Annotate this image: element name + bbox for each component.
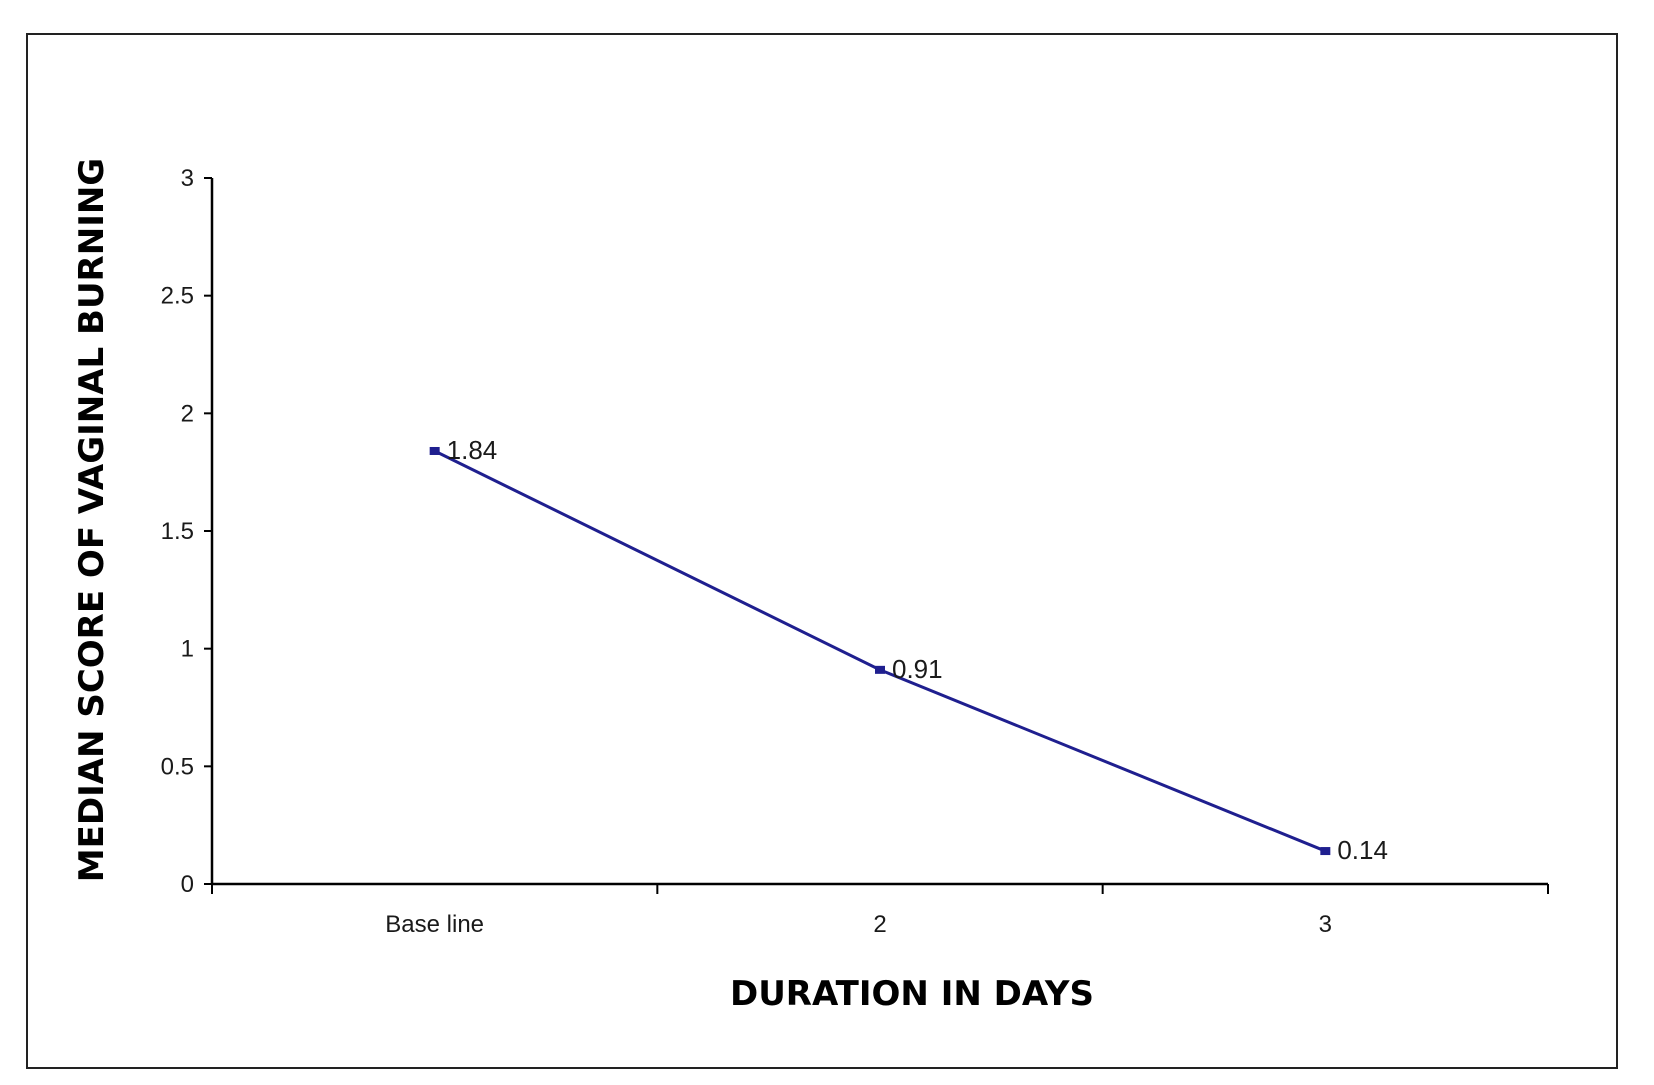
data-point — [875, 665, 885, 674]
chart-frame — [26, 33, 1618, 1069]
x-tick-label: 3 — [1319, 911, 1332, 938]
data-label: 1.84 — [447, 435, 498, 465]
x-tick-label: Base line — [385, 911, 484, 938]
data-point — [1320, 847, 1331, 856]
y-tick-label: 3 — [181, 165, 194, 192]
data-label: 0.14 — [1337, 835, 1388, 865]
data-label: 0.91 — [892, 654, 943, 684]
y-axis-ticks: 0 0.5 1 1.5 2 2.5 3 — [161, 165, 212, 898]
y-tick-label: 2 — [181, 400, 194, 427]
x-axis-ticks: Base line 2 3 — [211, 884, 1549, 938]
x-tick-label: 2 — [873, 911, 886, 938]
y-tick-label: 2.5 — [161, 283, 194, 310]
series-group: 1.84 0.91 0.14 — [429, 435, 1388, 865]
x-axis-title: DURATION IN DAYS — [730, 974, 1094, 1014]
data-point — [429, 446, 440, 455]
y-tick-label: 0 — [181, 871, 194, 898]
y-tick-label: 1.5 — [161, 518, 194, 545]
y-tick-label: 1 — [181, 636, 194, 663]
y-axis-title: MEDIAN SCORE OF VAGINAL BURNING — [72, 158, 112, 882]
y-tick-label: 0.5 — [161, 753, 194, 780]
